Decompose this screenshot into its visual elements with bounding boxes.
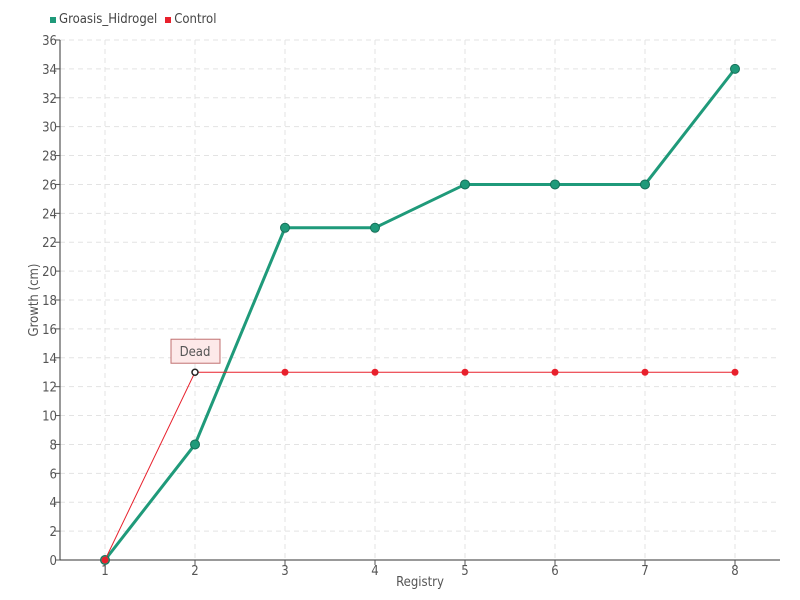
x-axis-ticks: 1 2 3 4 5 6 7 8	[101, 560, 739, 579]
y-tick-label: 30	[42, 121, 57, 136]
data-point-control[interactable]	[461, 368, 469, 376]
x-tick-label: 2	[191, 564, 198, 579]
x-axis-label: Registry	[396, 575, 444, 590]
data-point-control[interactable]	[641, 368, 649, 376]
y-tick-label: 14	[42, 352, 57, 367]
annotation-box	[170, 338, 221, 364]
x-tick-label: 7	[641, 564, 648, 579]
data-point-groasis-hidrogel[interactable]	[460, 179, 470, 190]
y-axis-label: Growth (cm)	[27, 264, 42, 337]
series-layer	[100, 63, 740, 565]
y-tick-label: 24	[42, 207, 57, 222]
x-tick-label: 8	[731, 564, 738, 579]
legend: Groasis_Hidrogel Control	[50, 12, 216, 27]
data-point-groasis-hidrogel[interactable]	[550, 179, 560, 190]
data-point-control[interactable]	[101, 556, 109, 564]
x-tick-label: 6	[551, 564, 558, 579]
data-point-control[interactable]	[281, 368, 289, 376]
data-point-groasis-hidrogel[interactable]	[190, 439, 200, 450]
data-point-control[interactable]	[191, 368, 199, 376]
y-tick-label: 4	[50, 496, 57, 511]
y-tick-label: 28	[42, 150, 57, 165]
x-tick-label: 5	[461, 564, 468, 579]
x-tick-label: 3	[281, 564, 288, 579]
series-line-groasis-hidrogel	[103, 67, 737, 561]
legend-label-groasis: Groasis_Hidrogel	[59, 12, 158, 27]
legend-swatch-groasis	[50, 16, 56, 23]
data-point-control[interactable]	[371, 368, 379, 376]
y-tick-label: 16	[42, 323, 57, 338]
annotation-layer: Dead	[170, 338, 221, 364]
y-tick-label: 0	[50, 554, 57, 569]
annotation-label: Dead	[180, 345, 211, 360]
legend-swatch-control	[165, 16, 172, 23]
legend-label-control: Control	[174, 12, 217, 27]
y-tick-label: 36	[42, 34, 57, 49]
y-tick-label: 22	[42, 236, 57, 251]
y-tick-label: 34	[42, 63, 57, 78]
data-point-groasis-hidrogel[interactable]	[640, 179, 650, 190]
x-tick-label: 4	[371, 564, 378, 579]
grid-lines	[60, 39, 780, 560]
data-point-groasis-hidrogel[interactable]	[280, 222, 290, 233]
x-tick-label: 1	[101, 564, 108, 579]
series-line-control	[104, 371, 735, 561]
data-point-groasis-hidrogel[interactable]	[370, 222, 380, 233]
y-tick-label: 18	[42, 294, 57, 309]
y-tick-label: 26	[42, 178, 57, 193]
y-tick-label: 20	[42, 265, 57, 280]
annotation-callout: Dead	[170, 338, 221, 364]
data-point-control[interactable]	[731, 368, 739, 376]
y-tick-label: 6	[50, 467, 57, 482]
y-tick-label: 32	[42, 92, 57, 107]
legend-item-groasis[interactable]: Groasis_Hidrogel	[50, 12, 157, 27]
y-tick-label: 10	[42, 410, 57, 425]
y-tick-label: 12	[42, 381, 57, 396]
data-point-control[interactable]	[551, 368, 559, 376]
legend-item-control[interactable]: Control	[165, 12, 216, 27]
y-tick-label: 8	[50, 438, 57, 453]
y-tick-label: 2	[50, 525, 57, 540]
data-point-groasis-hidrogel[interactable]	[730, 63, 740, 74]
